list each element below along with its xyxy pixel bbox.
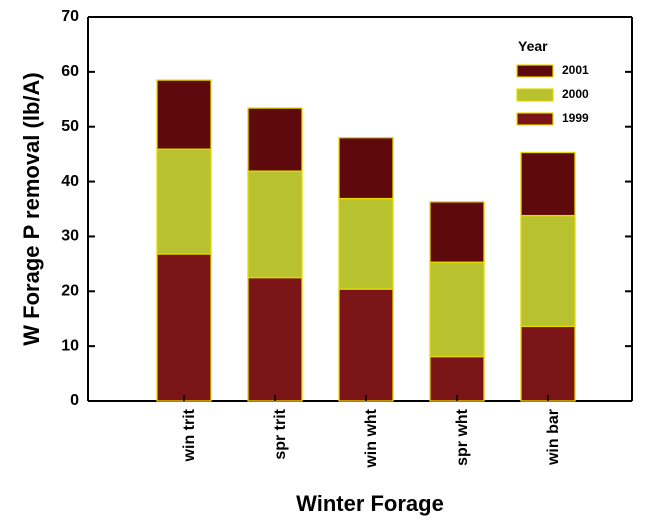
- legend-label-2000: 2000: [562, 87, 589, 101]
- y-tick-label: 40: [61, 173, 79, 190]
- y-axis-ticks: 0 10 20 30 40 50 60 70: [61, 8, 632, 409]
- bar-segment-1999: [247, 276, 303, 402]
- y-tick-label: 70: [61, 8, 79, 25]
- y-axis-title: W Forage P removal (lb/A): [19, 72, 44, 345]
- bar-segment-2000: [429, 261, 485, 358]
- y-tick-label: 60: [61, 63, 79, 80]
- y-tick-label: 10: [61, 337, 79, 354]
- bar-segment-2001: [520, 151, 576, 217]
- x-tick-label: win wht: [363, 408, 380, 468]
- legend: Year 2001 2000 1999: [516, 38, 589, 126]
- x-tick-label: win bar: [545, 409, 562, 466]
- bar-segment-2000: [520, 214, 576, 328]
- legend-label-2001: 2001: [562, 63, 589, 77]
- y-tick-label: 0: [70, 392, 79, 409]
- legend-title: Year: [518, 38, 548, 54]
- bar-segment-2001: [247, 107, 303, 172]
- x-tick-label: spr trit: [272, 408, 289, 459]
- bar-segment-2001: [338, 137, 394, 200]
- legend-swatch-2001: [516, 64, 554, 78]
- bar-segment-1999: [429, 355, 485, 402]
- legend-swatch-1999: [516, 112, 554, 126]
- legend-swatch-2000: [516, 88, 554, 102]
- x-axis-title: Winter Forage: [296, 491, 444, 516]
- bar-segment-1999: [338, 288, 394, 402]
- bar-segment-1999: [520, 325, 576, 402]
- bar-segment-2001: [429, 201, 485, 263]
- bar-segment-1999: [156, 253, 212, 402]
- bars: [156, 79, 576, 402]
- legend-label-1999: 1999: [562, 111, 589, 125]
- y-tick-label: 50: [61, 118, 79, 135]
- x-axis-tick-labels: win trit spr trit win wht spr wht win bar: [181, 395, 562, 469]
- bar-segment-2000: [338, 197, 394, 290]
- y-tick-label: 30: [61, 228, 79, 245]
- bar-segment-2000: [247, 170, 303, 279]
- x-tick-label: win trit: [181, 408, 198, 462]
- y-tick-label: 20: [61, 283, 79, 300]
- bar-segment-2001: [156, 79, 212, 150]
- x-tick-label: spr wht: [454, 408, 471, 466]
- bar-segment-2000: [156, 148, 212, 255]
